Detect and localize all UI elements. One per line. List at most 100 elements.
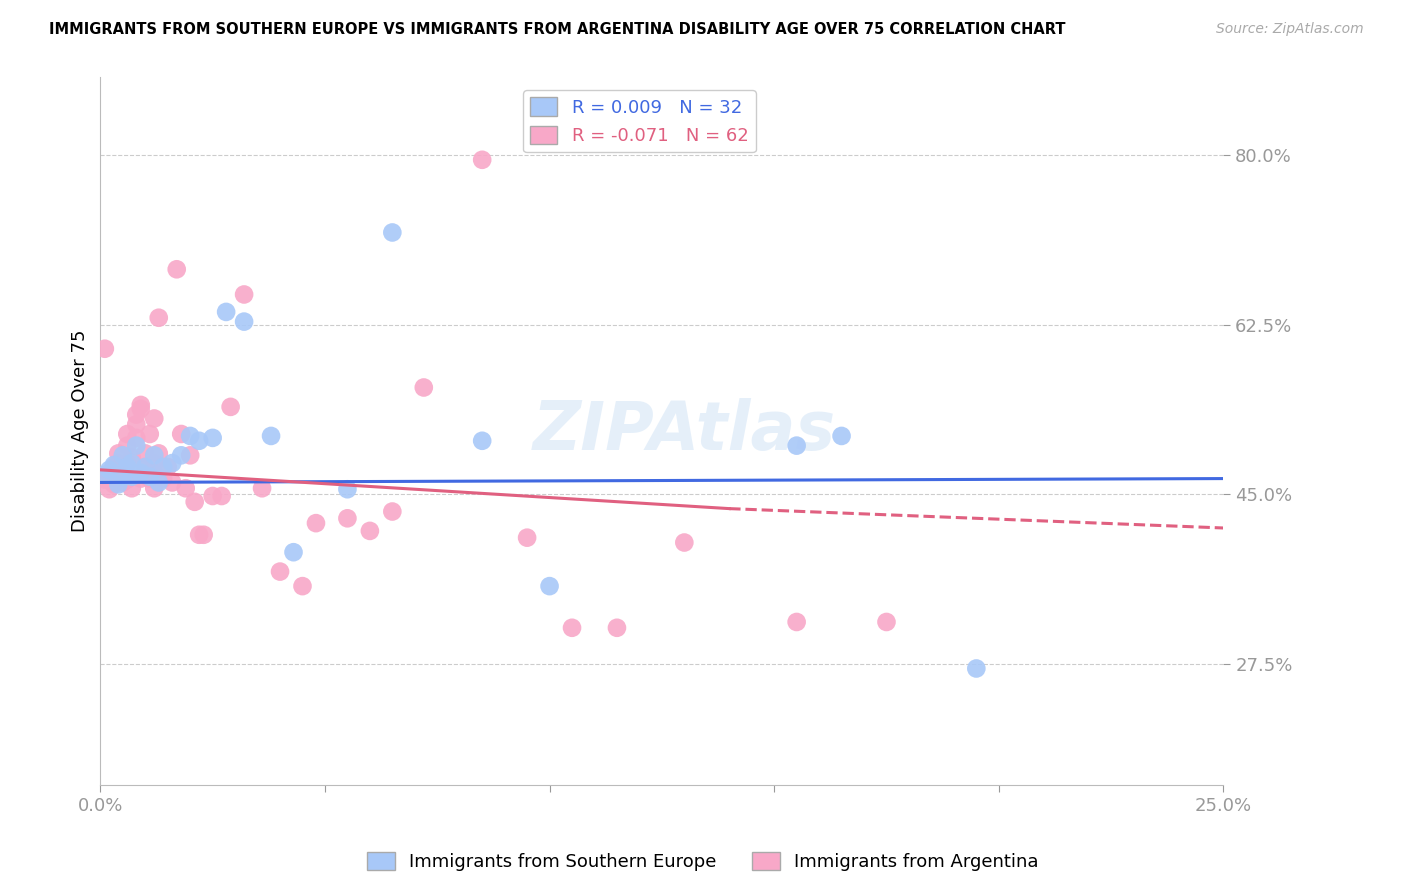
Point [103,458,125,472]
Point [179,448,201,462]
Point [94,473,117,487]
Point [134,459,156,474]
Point [148,310,170,325]
Point [148,446,170,460]
Point [117,473,139,487]
Point [98,463,121,477]
Point [561,621,583,635]
Point [103,477,125,491]
Point [471,153,494,167]
Point [269,565,291,579]
Point [179,429,201,443]
Point [283,545,305,559]
Point [291,579,314,593]
Point [359,524,381,538]
Point [170,427,193,442]
Point [160,456,183,470]
Point [111,459,134,474]
Point [111,469,134,483]
Point [143,448,166,462]
Point [166,262,188,277]
Point [211,489,233,503]
Point [111,448,134,462]
Point [381,226,404,240]
Point [471,434,494,448]
Point [117,427,139,442]
Point [139,427,162,442]
Point [412,380,434,394]
Point [201,489,224,503]
Point [98,482,121,496]
Point [117,459,139,474]
Point [152,472,174,486]
Point [219,400,242,414]
Point [188,434,211,448]
Point [121,456,143,470]
Point [143,481,166,495]
Point [538,579,561,593]
Point [107,456,129,470]
Point [381,504,404,518]
Point [107,467,129,482]
Legend: R = 0.009   N = 32, R = -0.071   N = 62: R = 0.009 N = 32, R = -0.071 N = 62 [523,90,756,153]
Point [129,401,152,416]
Point [606,621,628,635]
Point [786,439,808,453]
Point [260,429,283,443]
Point [336,482,359,496]
Point [117,456,139,470]
Text: IMMIGRANTS FROM SOUTHERN EUROPE VS IMMIGRANTS FROM ARGENTINA DISABILITY AGE OVER: IMMIGRANTS FROM SOUTHERN EUROPE VS IMMIG… [49,22,1066,37]
Point [121,450,143,465]
Point [160,475,183,490]
Point [143,466,166,480]
Legend: Immigrants from Southern Europe, Immigrants from Argentina: Immigrants from Southern Europe, Immigra… [360,845,1046,879]
Point [111,475,134,490]
Point [143,411,166,425]
Point [156,459,179,474]
Point [94,467,117,482]
Point [121,469,143,483]
Point [876,615,898,629]
Point [250,481,273,495]
Point [233,287,256,301]
Point [129,472,152,486]
Point [183,495,205,509]
Point [152,459,174,474]
Text: ZIPAtlas: ZIPAtlas [533,398,837,464]
Point [148,475,170,490]
Point [129,466,152,480]
Point [143,456,166,470]
Point [107,477,129,491]
Text: Source: ZipAtlas.com: Source: ZipAtlas.com [1216,22,1364,37]
Point [103,459,125,474]
Point [193,528,215,542]
Point [233,315,256,329]
Y-axis label: Disability Age Over 75: Disability Age Over 75 [72,330,89,533]
Point [965,661,987,675]
Point [170,448,193,462]
Point [188,528,211,542]
Point [305,516,328,530]
Point [215,305,238,319]
Point [201,431,224,445]
Point [125,431,148,445]
Point [831,429,853,443]
Point [139,472,162,486]
Point [516,531,538,545]
Point [121,481,143,495]
Point [117,439,139,453]
Point [125,439,148,453]
Point [336,511,359,525]
Point [786,615,808,629]
Point [107,446,129,460]
Point [673,535,696,549]
Point [125,417,148,432]
Point [98,467,121,482]
Point [174,481,197,495]
Point [134,459,156,474]
Point [94,342,117,356]
Point [129,398,152,412]
Point [134,446,156,460]
Point [139,469,162,483]
Point [125,408,148,422]
